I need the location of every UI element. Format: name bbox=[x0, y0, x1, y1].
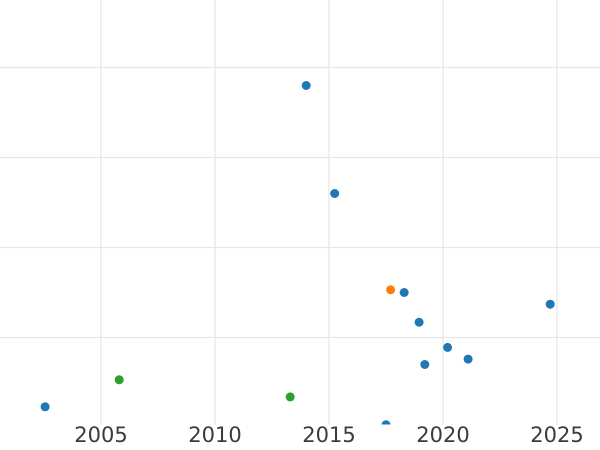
scatter-point-blue bbox=[40, 402, 50, 412]
x-tick-label: 2020 bbox=[416, 423, 470, 447]
scatter-point-orange bbox=[386, 285, 396, 295]
x-tick-label: 2005 bbox=[74, 423, 128, 447]
scatter-point-blue bbox=[381, 420, 391, 425]
scatter-point-blue bbox=[545, 299, 555, 309]
scatter-point-blue bbox=[399, 288, 409, 297]
scatter-point-blue bbox=[420, 360, 430, 369]
scatter-point-blue bbox=[443, 342, 453, 352]
scatter-point-blue bbox=[301, 81, 311, 90]
scatter-point-blue bbox=[414, 317, 424, 327]
x-tick-label: 2010 bbox=[188, 423, 242, 447]
scatter-point-blue bbox=[330, 189, 340, 198]
scatter-point-green bbox=[114, 375, 124, 385]
x-tick-label: 2015 bbox=[302, 423, 356, 447]
scatter-points-group bbox=[40, 81, 555, 425]
x-tick-label: 2025 bbox=[530, 423, 584, 447]
scatter-point-blue bbox=[463, 354, 473, 364]
scatter-point-green bbox=[285, 392, 295, 402]
